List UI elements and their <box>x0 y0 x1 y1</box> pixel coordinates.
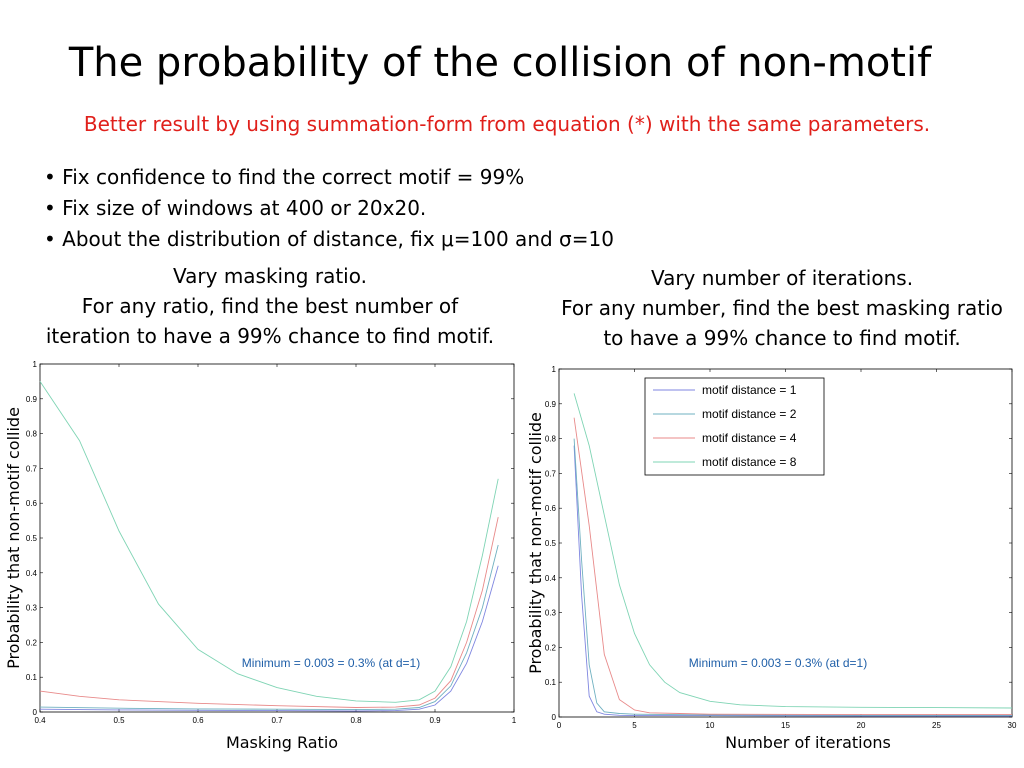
bullet-distribution: About the distribution of distance, fix … <box>44 224 614 255</box>
bullet-confidence: Fix confidence to find the correct motif… <box>44 162 614 193</box>
right-y-tick-label: 0.1 <box>545 678 557 687</box>
left-minimum-annotation: Minimum = 0.003 = 0.3% (at d=1) <box>242 656 420 670</box>
right-caption-line-2: For any number, find the best masking ra… <box>561 296 1003 320</box>
left-x-tick-label: 0.4 <box>34 716 46 725</box>
right-y-tick-label: 0.4 <box>545 574 557 583</box>
right-y-tick-label: 0 <box>552 713 557 722</box>
left-series-line-1 <box>39 565 499 712</box>
right-y-tick-label: 0.5 <box>545 539 557 548</box>
left-x-tick-label: 0.6 <box>192 716 204 725</box>
right-caption-line-3: to have a 99% chance to find motif. <box>603 326 961 350</box>
left-series-line-4 <box>39 381 499 703</box>
left-caption-line-3: iteration to have a 99% chance to find m… <box>45 324 495 348</box>
right-x-tick-label: 20 <box>857 721 866 730</box>
right-chart: 0 5 10 15 20 25 30 0 0.1 0.2 0.3 0.4 0.5 0.6 0.7 0.8 0.9… <box>526 365 1017 752</box>
slide-subtitle: Better result by using summation-form fr… <box>83 112 931 136</box>
left-y-axis-label: Probability that non-motif collide <box>4 407 23 669</box>
left-caption-line-1: Vary masking ratio. <box>173 264 367 288</box>
right-minimum-annotation: Minimum = 0.003 = 0.3% (at d=1) <box>689 656 867 670</box>
right-caption-line-1: Vary number of iterations. <box>650 266 914 290</box>
legend-entry: motif distance = 1 <box>702 383 797 397</box>
left-x-tick-label: 0.7 <box>271 716 283 725</box>
right-y-tick-label: 0.9 <box>545 400 557 409</box>
legend-entry: motif distance = 8 <box>702 455 797 469</box>
left-x-tick-label: 0.5 <box>113 716 125 725</box>
bullet-window-size: Fix size of windows at 400 or 20x20. <box>44 193 614 224</box>
legend-box <box>644 377 825 476</box>
right-y-tick-label: 1 <box>552 365 557 374</box>
left-y-tick-label: 0.9 <box>26 395 38 404</box>
right-x-tick-label: 30 <box>1008 721 1017 730</box>
left-y-tick-label: 0.5 <box>26 534 38 543</box>
left-y-tick-label: 0 <box>33 708 38 717</box>
left-x-tick-label: 1 <box>512 716 517 725</box>
left-y-tick-label: 0.1 <box>26 673 38 682</box>
legend-entry: motif distance = 4 <box>702 431 797 445</box>
right-x-tick-label: 15 <box>781 721 790 730</box>
legend: motif distance = 1 motif distance = 2 moti… <box>644 377 825 476</box>
left-x-axis-label: Masking Ratio <box>226 733 338 752</box>
left-y-tick-label: 0.8 <box>26 430 38 439</box>
right-y-tick-label: 0.8 <box>545 435 557 444</box>
right-series-line-4 <box>573 393 1013 709</box>
right-series-line-1 <box>573 445 1012 717</box>
left-y-tick-label: 0.4 <box>26 569 38 578</box>
right-x-tick-label: 25 <box>932 721 941 730</box>
right-x-tick-label: 0 <box>557 721 562 730</box>
legend-entry: motif distance = 2 <box>702 407 797 421</box>
right-y-axis-label: Probability that non-motif collide <box>526 412 545 674</box>
left-chart-caption: Vary masking ratio. For any ratio, find … <box>20 261 520 351</box>
left-y-tick-label: 0.3 <box>26 604 38 613</box>
left-y-tick-label: 0.2 <box>26 638 38 647</box>
left-chart: 0.4 0.5 0.6 0.7 0.8 0.9 1 0 0.1 0.2 0.3 0.4 0.5 0.6 0.… <box>4 360 517 752</box>
right-y-tick-label: 0.3 <box>545 609 557 618</box>
right-x-tick-label: 5 <box>632 721 637 730</box>
right-x-tick-label: 10 <box>706 721 715 730</box>
left-y-tick-label: 0.7 <box>26 464 38 473</box>
slide-title: The probability of the collision of non-… <box>68 40 932 86</box>
left-series-line-2 <box>39 544 499 711</box>
right-chart-caption: Vary number of iterations. For any numbe… <box>540 263 1024 353</box>
left-y-tick-label: 0.6 <box>26 499 38 508</box>
left-x-tick-label: 0.9 <box>429 716 441 725</box>
right-series-line-2 <box>573 438 1012 716</box>
left-x-tick-label: 0.8 <box>350 716 362 725</box>
right-x-axis-label: Number of iterations <box>725 733 891 752</box>
right-y-tick-label: 0.7 <box>545 469 557 478</box>
right-y-tick-label: 0.6 <box>545 504 557 513</box>
left-series-line-3 <box>39 517 499 708</box>
bullet-list: Fix confidence to find the correct motif… <box>44 162 614 255</box>
right-y-tick-label: 0.2 <box>545 643 557 652</box>
left-caption-line-2: For any ratio, find the best number of <box>81 294 459 318</box>
right-series-line-3 <box>573 417 1012 716</box>
left-y-tick-label: 1 <box>33 360 38 369</box>
